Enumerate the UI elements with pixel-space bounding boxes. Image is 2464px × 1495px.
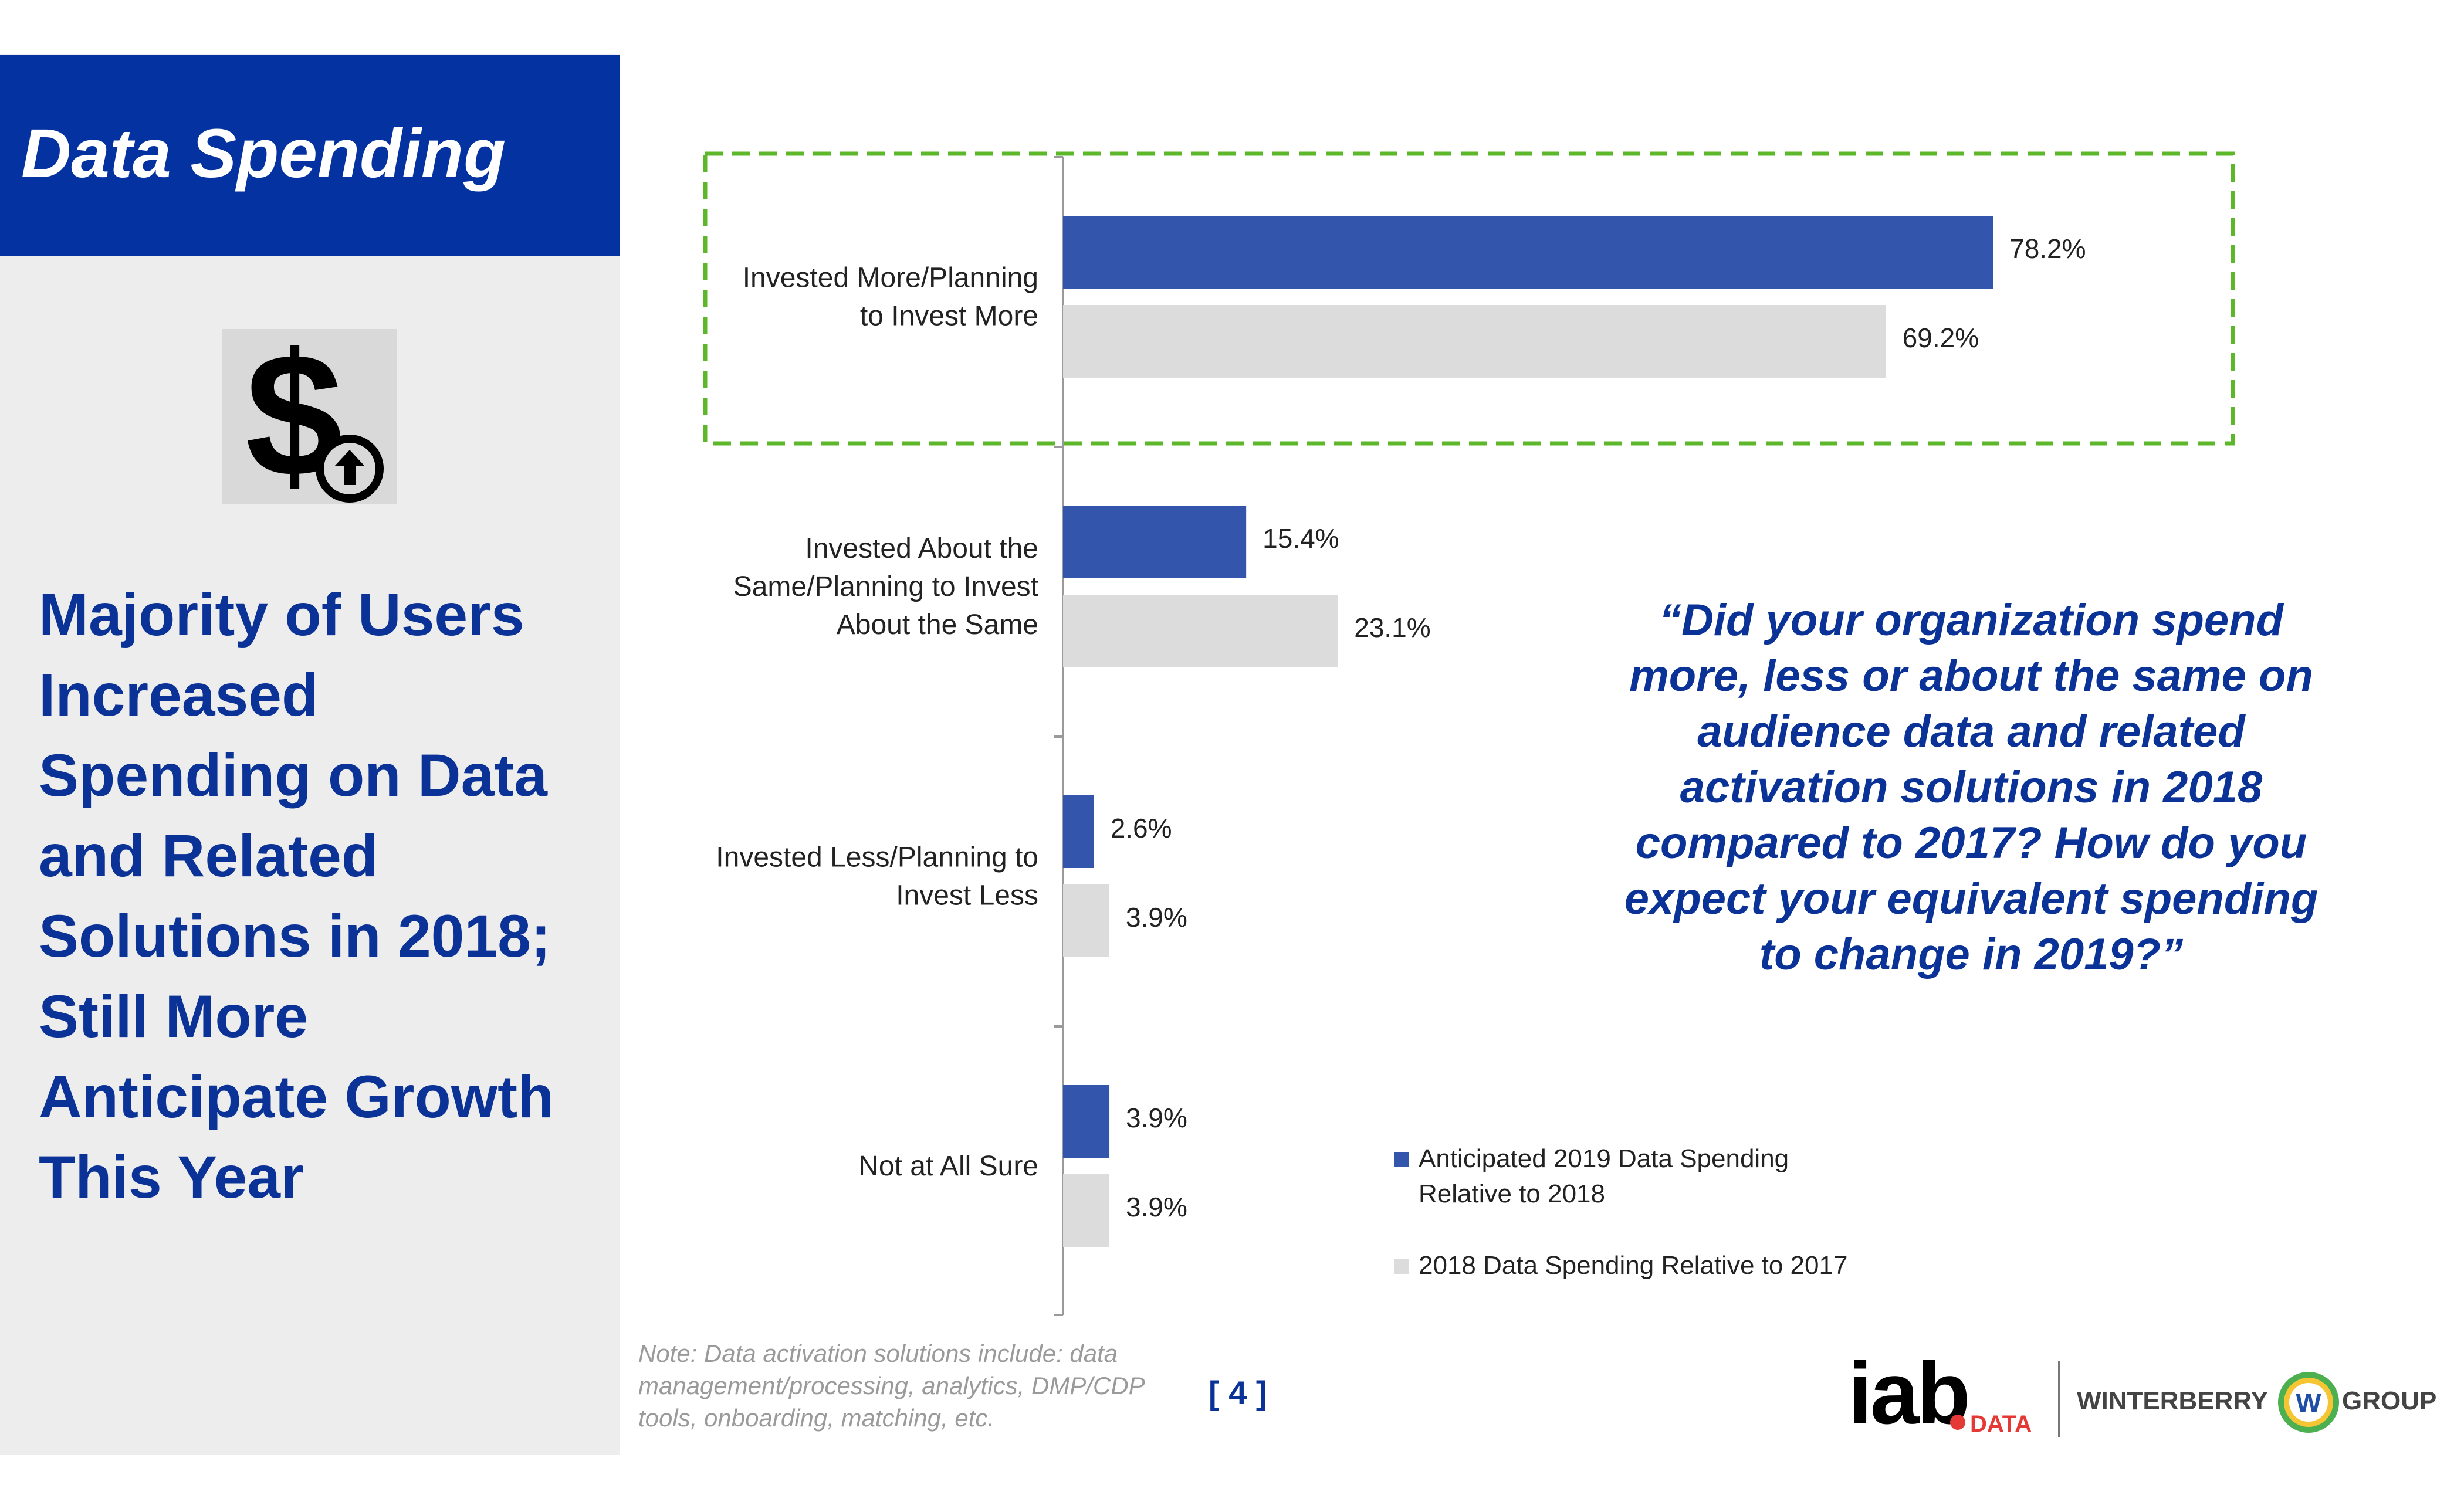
- bar: [1063, 884, 1110, 957]
- legend-swatch: [1394, 1152, 1409, 1167]
- iab-logo: iab: [1848, 1344, 1971, 1442]
- winterberry-mark-letter: W: [2296, 1388, 2321, 1418]
- question-line: to change in 2019?”: [1759, 930, 2184, 979]
- note-line: Note: Data activation solutions include:…: [638, 1340, 1118, 1367]
- legend-label: Anticipated 2019 Data Spending: [1419, 1144, 1789, 1173]
- iab-logo-data: DATA: [1970, 1411, 2032, 1437]
- headline-line: and Related: [39, 822, 378, 889]
- data-label: 3.9%: [1126, 1103, 1187, 1133]
- headline: Majority of Users Increased Spending on Da…: [39, 575, 602, 1218]
- data-label: 3.9%: [1126, 902, 1187, 933]
- bar: [1063, 1085, 1110, 1158]
- footnote: Note: Data activation solutions include:…: [638, 1337, 1166, 1434]
- note-line: tools, onboarding, matching, etc.: [638, 1404, 995, 1432]
- headline-line: Increased: [39, 662, 319, 728]
- headline-line: Majority of Users: [39, 581, 524, 648]
- logos: iab DATA WINTERBERRY W GROUP: [1842, 1349, 2452, 1443]
- headline-line: Still More: [39, 983, 309, 1050]
- headline-line: Spending on Data: [39, 742, 547, 809]
- legend-swatch: [1394, 1259, 1409, 1274]
- headline-line: This Year: [39, 1144, 304, 1211]
- logo-divider: [2058, 1361, 2060, 1437]
- bar: [1063, 795, 1094, 868]
- category-label: Invested About the: [805, 533, 1038, 564]
- data-label: 23.1%: [1354, 612, 1430, 643]
- question-line: compared to 2017? How do you: [1635, 818, 2307, 868]
- bar: [1063, 506, 1247, 578]
- highlight-box: [703, 151, 2235, 446]
- data-label: 3.9%: [1126, 1192, 1187, 1222]
- dollar-up-arrow-icon: $: [222, 329, 397, 504]
- category-label: to Invest More: [860, 301, 1038, 332]
- category-label: Invested More/Planning: [743, 263, 1038, 294]
- question-line: activation solutions in 2018: [1680, 762, 2263, 812]
- headline-line: Solutions in 2018;: [39, 903, 551, 969]
- question-line: audience data and related: [1697, 707, 2245, 757]
- question-line: expect your equivalent spending: [1624, 874, 2319, 924]
- winterberry-logo-right: GROUP: [2342, 1386, 2437, 1415]
- bar: [1063, 595, 1338, 667]
- survey-question: “Did your organization spend more, less o…: [1607, 592, 2335, 982]
- winterberry-mark-icon: W: [2278, 1372, 2339, 1433]
- category-label: Not at All Sure: [858, 1151, 1038, 1182]
- bar: [1063, 216, 1993, 289]
- page-title: Data Spending: [21, 115, 506, 192]
- data-label: 69.2%: [1903, 323, 1979, 353]
- category-label: Invested Less/Planning to: [716, 842, 1038, 873]
- legend-label: Relative to 2018: [1419, 1179, 1605, 1208]
- data-label: 78.2%: [2009, 233, 2086, 264]
- question-line: “Did your organization spend: [1659, 595, 2284, 645]
- iab-logo-dot: [1950, 1415, 1965, 1430]
- data-label: 2.6%: [1111, 813, 1172, 843]
- title-bar: Data Spending: [0, 55, 620, 256]
- data-label: 15.4%: [1263, 523, 1339, 554]
- note-line: management/processing, analytics, DMP/CD…: [638, 1372, 1145, 1399]
- category-label: Invest Less: [896, 880, 1038, 911]
- winterberry-logo-left: WINTERBERRY: [2077, 1386, 2268, 1415]
- category-label: About the Same: [837, 609, 1038, 640]
- question-line: more, less or about the same on: [1629, 651, 2313, 701]
- legend-label: 2018 Data Spending Relative to 2017: [1419, 1251, 1847, 1280]
- page-number: [ 4 ]: [1209, 1374, 1267, 1411]
- left-panel: [0, 54, 620, 1455]
- bar: [1063, 1174, 1110, 1247]
- headline-line: Anticipate Growth: [39, 1063, 554, 1130]
- category-label: Same/Planning to Invest: [733, 571, 1038, 602]
- bar: [1063, 305, 1886, 378]
